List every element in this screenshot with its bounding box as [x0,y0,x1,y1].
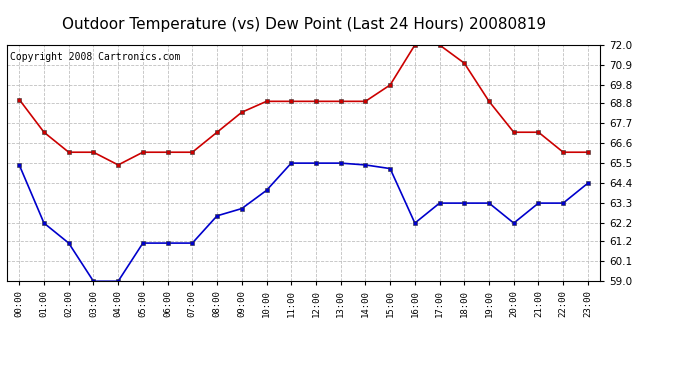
Text: Outdoor Temperature (vs) Dew Point (Last 24 Hours) 20080819: Outdoor Temperature (vs) Dew Point (Last… [61,17,546,32]
Text: Copyright 2008 Cartronics.com: Copyright 2008 Cartronics.com [10,52,180,62]
